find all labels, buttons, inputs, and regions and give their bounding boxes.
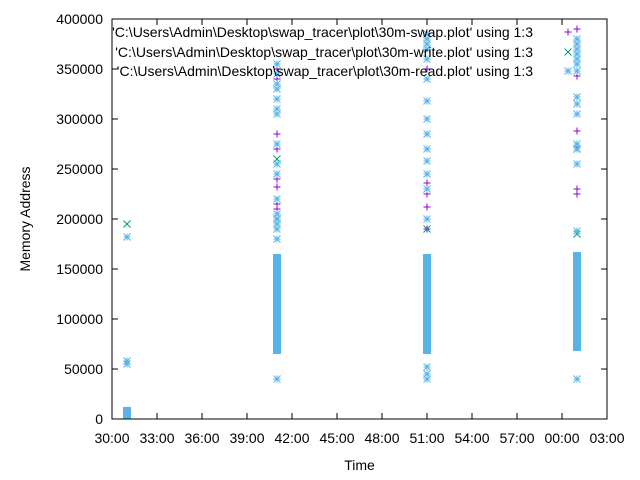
data-point xyxy=(273,170,281,178)
data-point xyxy=(573,127,581,135)
plot-marks xyxy=(123,25,581,419)
data-point xyxy=(273,195,281,203)
legend: 'C:\Users\Admin\Desktop\swap_tracer\plot… xyxy=(112,24,572,79)
data-point xyxy=(573,227,581,235)
data-point xyxy=(423,363,431,371)
data-point xyxy=(573,110,581,118)
data-point xyxy=(423,179,431,187)
y-tick-label: 100000 xyxy=(56,311,103,327)
data-point xyxy=(423,130,431,138)
dense-point-band xyxy=(573,252,581,351)
data-point xyxy=(423,225,431,233)
axes: 0 50000 100000 150000 200000 250000 300000 3500… xyxy=(56,11,624,446)
y-tick-label: 200000 xyxy=(56,211,103,227)
data-point xyxy=(423,97,431,105)
data-point xyxy=(423,370,431,378)
data-point xyxy=(423,157,431,165)
legend-entry-label: 'C:\Users\Admin\Desktop\swap_tracer\plot… xyxy=(117,63,533,79)
legend-marker xyxy=(564,67,572,75)
data-point xyxy=(573,140,581,148)
series-2 xyxy=(123,145,581,263)
data-point xyxy=(423,55,431,63)
data-point xyxy=(573,25,581,33)
dense-point-band xyxy=(123,407,131,419)
data-point xyxy=(573,160,581,168)
data-point xyxy=(273,140,281,148)
x-axis-title: Time xyxy=(344,457,375,473)
data-point xyxy=(123,360,131,368)
y-tick-label: 150000 xyxy=(56,261,103,277)
data-point xyxy=(423,145,431,153)
x-tick-label: 33:00 xyxy=(139,430,174,446)
dense-point-band xyxy=(273,254,281,354)
data-point xyxy=(573,100,581,108)
data-point xyxy=(423,215,431,223)
data-point xyxy=(123,233,131,241)
data-point xyxy=(423,115,431,123)
data-point xyxy=(273,60,281,68)
y-tick-label: 300000 xyxy=(56,111,103,127)
y-tick-label: 0 xyxy=(95,411,103,427)
y-tick-label: 50000 xyxy=(64,361,103,377)
x-tick-label: 48:00 xyxy=(364,430,399,446)
x-tick-label: 54:00 xyxy=(454,430,489,446)
plot-frame xyxy=(111,18,608,420)
data-point xyxy=(573,35,581,43)
data-point xyxy=(573,93,581,101)
data-point xyxy=(273,130,281,138)
data-point xyxy=(423,65,431,73)
x-tick-label: 30:00 xyxy=(94,430,129,446)
data-point xyxy=(273,70,281,78)
legend-entry-label: 'C:\Users\Admin\Desktop\swap_tracer\plot… xyxy=(112,24,533,40)
x-tick-label: 00:00 xyxy=(544,430,579,446)
data-point xyxy=(273,160,281,168)
data-point xyxy=(123,220,131,228)
data-point xyxy=(273,80,281,88)
data-point xyxy=(273,183,281,191)
data-point xyxy=(573,375,581,383)
legend-entry-label: 'C:\Users\Admin\Desktop\swap_tracer\plot… xyxy=(115,44,533,60)
x-tick-label: 03:00 xyxy=(589,430,624,446)
x-tick-label: 51:00 xyxy=(409,430,444,446)
data-point xyxy=(273,210,281,218)
data-point xyxy=(423,75,431,83)
y-axis-title: Memory Address xyxy=(17,166,33,271)
x-tick-label: 42:00 xyxy=(274,430,309,446)
data-point xyxy=(273,375,281,383)
y-tick-label: 400000 xyxy=(56,11,103,27)
dense-point-band xyxy=(423,254,431,354)
data-point xyxy=(573,67,581,75)
x-tick-label: 39:00 xyxy=(229,430,264,446)
data-point xyxy=(423,170,431,178)
data-point xyxy=(423,203,431,211)
series-3 xyxy=(123,30,581,419)
data-point xyxy=(573,190,581,198)
y-tick-label: 350000 xyxy=(56,61,103,77)
y-tick-label: 250000 xyxy=(56,161,103,177)
x-tick-label: 45:00 xyxy=(319,430,354,446)
legend-marker xyxy=(564,28,572,36)
x-tick-label: 36:00 xyxy=(184,430,219,446)
data-point xyxy=(273,235,281,243)
x-tick-label: 57:00 xyxy=(499,430,534,446)
data-point xyxy=(423,30,431,38)
legend-marker xyxy=(564,48,572,56)
data-point xyxy=(273,95,281,103)
data-point xyxy=(273,105,281,113)
data-point xyxy=(423,185,431,193)
